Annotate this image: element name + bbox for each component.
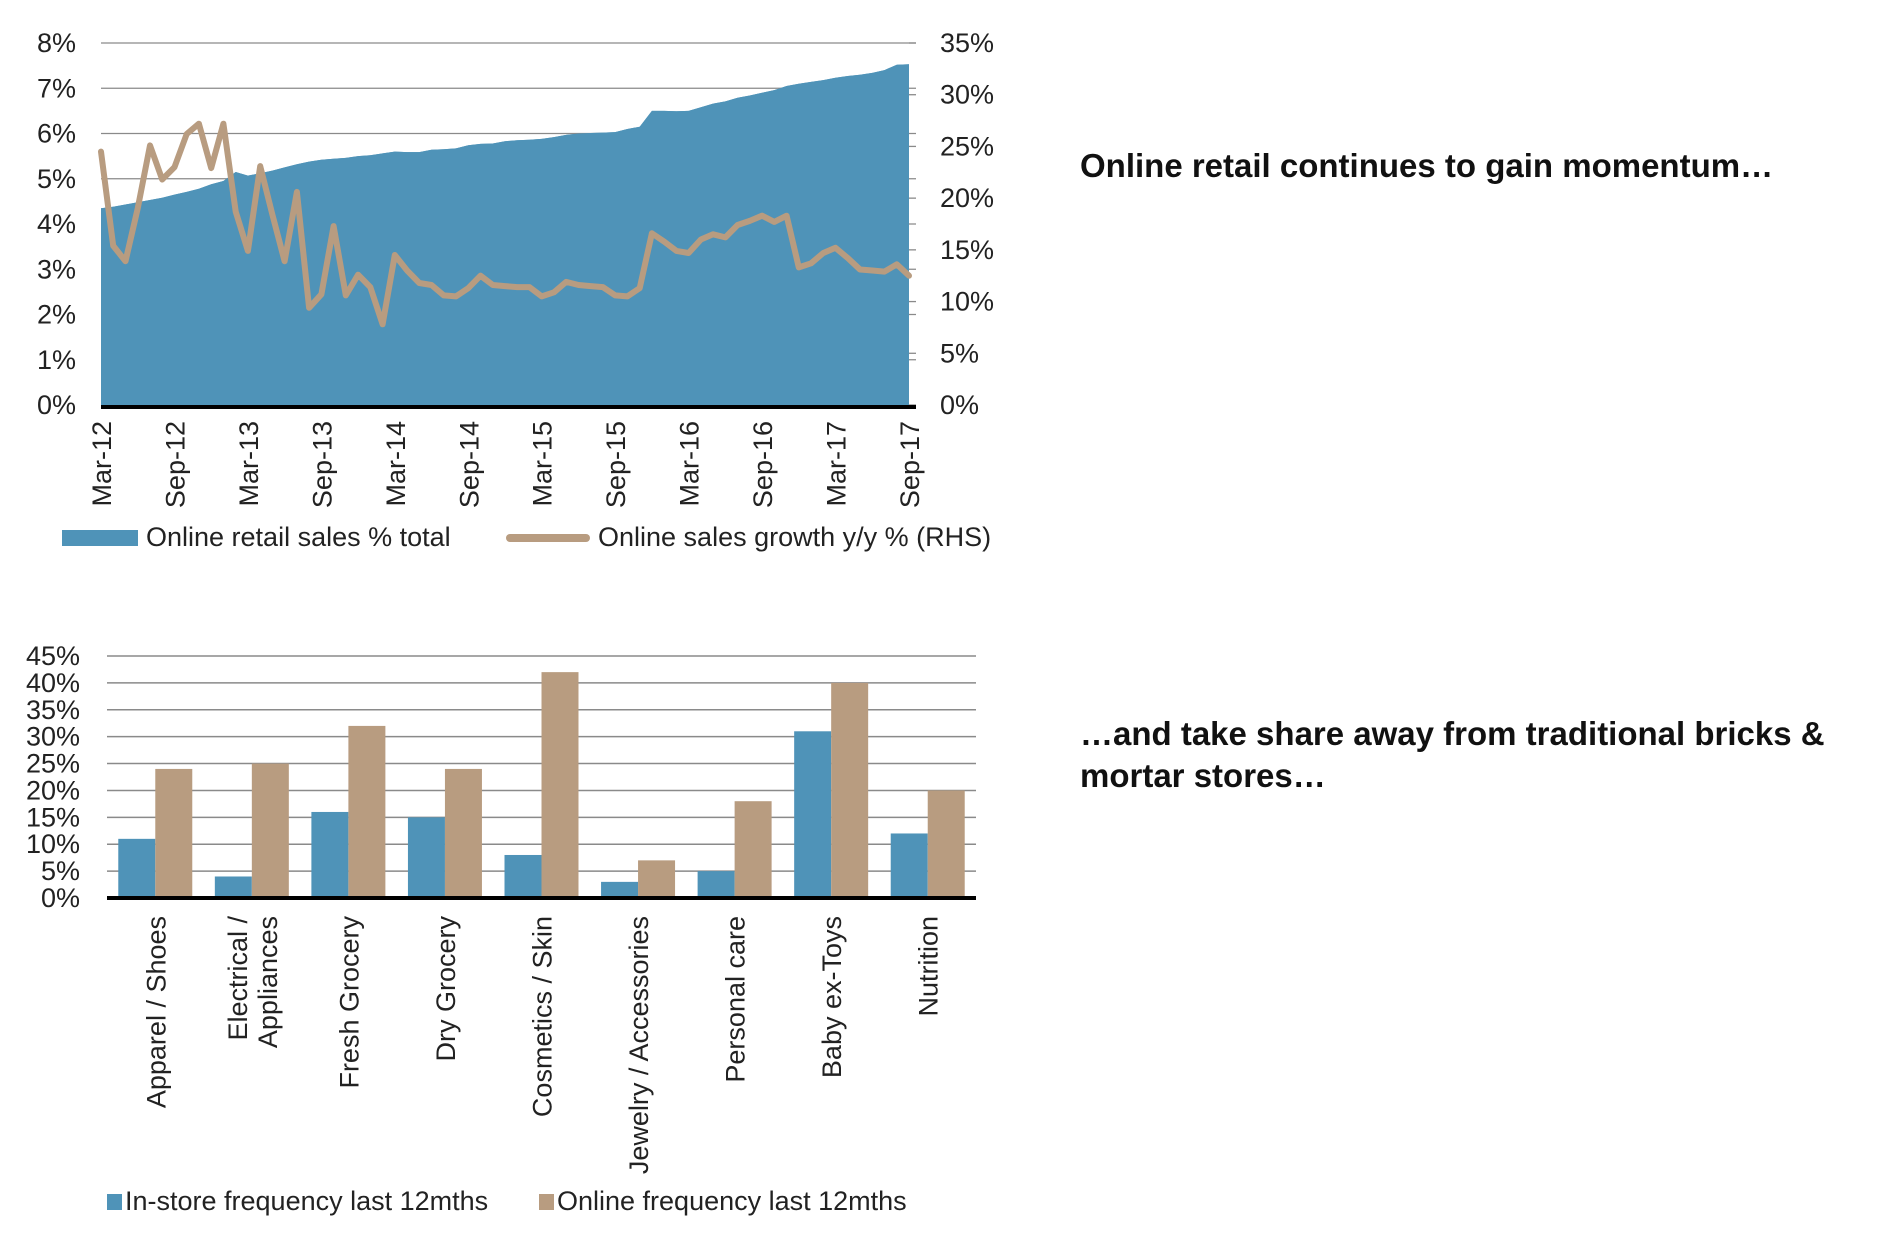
y-tick-label: 25%: [26, 749, 80, 779]
y-right-tick-label: 10%: [940, 287, 994, 317]
x-tick-label: Sep-13: [307, 421, 337, 508]
y-left-tick-label: 6%: [37, 119, 76, 149]
category-label: Baby ex-Toys: [817, 916, 847, 1078]
bar-online: [155, 768, 193, 898]
legend-label-instore: In-store frequency last 12mths: [125, 1186, 489, 1216]
y-left-tick-label: 3%: [37, 254, 76, 284]
bar-instore: [214, 876, 252, 898]
y-tick-label: 5%: [41, 856, 80, 886]
category-label: Electrical /: [223, 916, 253, 1041]
y-right-tick-label: 20%: [940, 183, 994, 213]
bar-instore: [601, 881, 639, 898]
y-left-tick-label: 8%: [37, 28, 76, 58]
online-retail-chart: 0% 1% 2% 3% 4% 5% 6% 7% 8% 0% 5% 10% 15% 20% 25% 30% 35%…: [37, 28, 994, 508]
bar-online: [444, 768, 482, 898]
y-left-tick-label: 1%: [37, 345, 76, 375]
chart1-legend-area: Online retail sales % total: [62, 522, 451, 553]
category-label: Dry Grocery: [431, 916, 461, 1062]
category-label: Cosmetics / Skin: [528, 916, 558, 1117]
legend-label-line: Online sales growth y/y % (RHS): [598, 522, 992, 552]
chart1-legend-line: Online sales growth y/y % (RHS): [506, 522, 991, 553]
y-right-tick-label: 30%: [940, 80, 994, 110]
bar-instore: [794, 731, 832, 898]
bar-instore: [504, 854, 542, 898]
y-right-tick-label: 25%: [940, 131, 994, 161]
legend-swatch-instore: [107, 1193, 122, 1210]
category-label: Fresh Grocery: [334, 916, 364, 1089]
bar-online: [831, 682, 869, 898]
x-tick-label: Mar-15: [528, 421, 558, 507]
y-right-tick-label: 0%: [940, 390, 979, 420]
x-tick-label: Mar-12: [87, 421, 117, 507]
y-tick-label: 45%: [26, 641, 80, 671]
bar-instore: [118, 838, 156, 898]
category-label: Jewelry / Accessories: [624, 916, 654, 1174]
category-label: Appliances: [253, 916, 283, 1048]
area-online-retail-share-fill: [101, 64, 909, 406]
y-left-tick-label: 7%: [37, 73, 76, 103]
bar-instore: [697, 871, 735, 898]
legend-swatch-online: [539, 1193, 554, 1210]
y-right-tick-label: 15%: [940, 235, 994, 265]
y-tick-label: 40%: [26, 668, 80, 698]
line-online-sales-growth: [98, 120, 912, 328]
y-tick-label: 10%: [26, 829, 80, 859]
x-tick-label: Mar-16: [675, 421, 705, 507]
bar-online: [927, 790, 965, 898]
y-tick-label: 30%: [26, 722, 80, 752]
x-tick-label: Mar-14: [381, 421, 411, 507]
y-tick-label: 0%: [41, 883, 80, 913]
y-right-tick-label: 5%: [940, 338, 979, 368]
bar-online: [251, 763, 289, 898]
legend-swatch-area: [62, 529, 138, 546]
bar-instore: [890, 833, 928, 898]
y-left-tick-label: 5%: [37, 164, 76, 194]
y-left-tick-label: 4%: [37, 209, 76, 239]
x-tick-label: Sep-15: [601, 421, 631, 508]
bar-online: [541, 672, 579, 898]
legend-swatch-line: [506, 533, 590, 542]
bar-online: [734, 801, 772, 898]
bar-instore: [407, 817, 445, 898]
y-right-tick-label: 35%: [940, 28, 994, 58]
chart2-legend-online: Online frequency last 12mths: [539, 1186, 907, 1217]
chart2-legend-instore: In-store frequency last 12mths: [107, 1186, 488, 1217]
bar-instore: [311, 811, 349, 898]
y-tick-label: 20%: [26, 775, 80, 805]
legend-label-area: Online retail sales % total: [146, 522, 451, 552]
category-label: Nutrition: [914, 916, 944, 1017]
y-left-tick-label: 0%: [37, 390, 76, 420]
x-tick-label: Sep-12: [160, 421, 190, 508]
x-tick-label: Sep-14: [454, 421, 484, 508]
y-tick-label: 15%: [26, 802, 80, 832]
y-left-tick-label: 2%: [37, 300, 76, 330]
x-tick-label: Sep-17: [895, 421, 925, 508]
y-tick-label: 35%: [26, 695, 80, 725]
title-bottom: …and take share away from traditional br…: [1080, 715, 1825, 794]
category-label: Personal care: [721, 916, 751, 1083]
frequency-bar-chart: 0%5%10%15%20%25%30%35%40%45% Apparel / Sh…: [26, 641, 976, 1174]
title-top: Online retail continues to gain momentum…: [1080, 147, 1774, 184]
x-tick-label: Mar-13: [234, 421, 264, 507]
bar-online: [348, 725, 386, 898]
bar-online: [638, 860, 676, 898]
x-tick-label: Mar-17: [822, 421, 852, 507]
category-label: Apparel / Shoes: [141, 916, 171, 1108]
legend-label-online: Online frequency last 12mths: [557, 1186, 907, 1216]
x-tick-label: Sep-16: [748, 421, 778, 508]
